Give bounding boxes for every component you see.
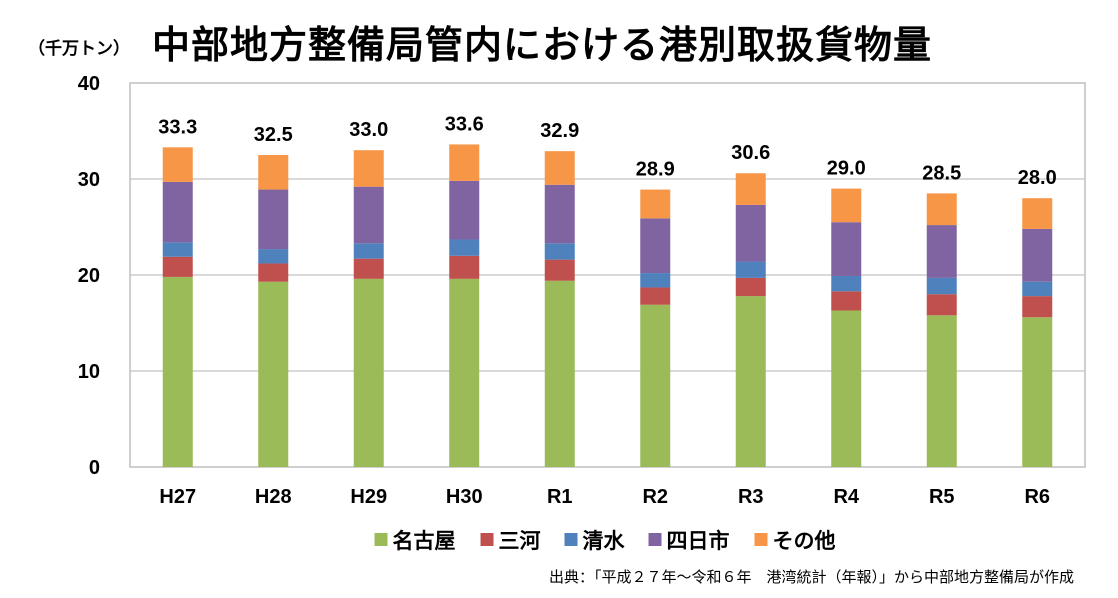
bar-segment-清水: [640, 273, 671, 288]
total-data-label: 33.6: [445, 113, 484, 135]
bar-segment-名古屋: [735, 296, 766, 467]
y-tick-label: 10: [78, 361, 100, 383]
bar-segment-四日市: [640, 218, 671, 274]
x-tick-label: R1: [547, 486, 573, 508]
bar-segment-三河: [449, 255, 480, 279]
y-tick-label: 30: [78, 169, 100, 191]
total-data-label: 28.9: [636, 159, 675, 181]
total-data-label: 28.5: [922, 162, 961, 184]
x-tick-label: H28: [255, 486, 292, 508]
bar-segment-名古屋: [544, 280, 575, 467]
bar-segment-清水: [735, 261, 766, 278]
bar-segment-その他: [449, 144, 480, 181]
x-tick-label: R4: [833, 486, 859, 508]
bar-segment-四日市: [926, 225, 957, 278]
bar-segment-その他: [258, 155, 289, 190]
x-tick-label: R3: [738, 486, 764, 508]
legend-label: 名古屋: [393, 529, 456, 553]
bar-segment-四日市: [162, 181, 193, 243]
bar-segment-名古屋: [831, 310, 862, 467]
x-tick-label: H29: [350, 486, 387, 508]
total-data-label: 33.3: [158, 116, 197, 138]
plot-area-border: [129, 82, 1086, 468]
bar-segment-四日市: [831, 222, 862, 276]
x-tick-label: R2: [642, 486, 668, 508]
bar-segment-三河: [831, 291, 862, 311]
bar-segment-清水: [926, 277, 957, 295]
y-tick-label: 20: [78, 265, 100, 287]
chart-title: 中部地方整備局管内における港別取扱貨物量: [152, 23, 933, 67]
bar-segment-その他: [640, 189, 671, 219]
x-tick-label: R5: [929, 486, 955, 508]
legend-swatch-三河: [480, 533, 494, 546]
bar-segment-その他: [1022, 198, 1053, 229]
y-tick-label: 40: [78, 73, 100, 95]
bar-segment-三河: [640, 287, 671, 305]
bar-segment-名古屋: [162, 276, 193, 467]
bar-segment-清水: [831, 275, 862, 292]
bar-segment-その他: [544, 151, 575, 185]
legend-label: 三河: [499, 530, 541, 553]
bar-segment-四日市: [258, 189, 289, 250]
y-axis-unit-label: （千万トン）: [28, 39, 130, 59]
x-tick-label: R6: [1024, 486, 1050, 508]
bar-segment-名古屋: [258, 281, 289, 467]
bar-segment-清水: [449, 239, 480, 256]
legend-swatch-その他: [754, 533, 768, 546]
bar-segment-名古屋: [353, 278, 384, 467]
y-tick-label: 0: [89, 457, 100, 479]
bar-segment-四日市: [353, 186, 384, 244]
bar-segment-三河: [258, 263, 289, 282]
bar-segment-三河: [162, 256, 193, 277]
x-tick-label: H27: [159, 486, 196, 508]
bar-segment-三河: [544, 259, 575, 281]
bar-segment-四日市: [1022, 228, 1053, 282]
x-tick-label: H30: [446, 486, 483, 508]
bar-segment-名古屋: [1022, 317, 1053, 467]
total-data-label: 32.9: [540, 120, 579, 142]
bar-segment-三河: [926, 294, 957, 316]
bar-segment-その他: [831, 188, 862, 223]
bar-segment-名古屋: [926, 315, 957, 467]
legend-label: その他: [773, 530, 836, 553]
bar-segment-三河: [1022, 296, 1053, 318]
bar-segment-四日市: [449, 180, 480, 240]
legend-label: 四日市: [667, 529, 730, 553]
bar-segment-清水: [162, 242, 193, 257]
legend-swatch-四日市: [648, 533, 662, 546]
bar-segment-名古屋: [449, 278, 480, 467]
total-data-label: 32.5: [254, 124, 293, 146]
bar-segment-四日市: [544, 184, 575, 244]
bar-segment-清水: [544, 243, 575, 260]
total-data-label: 29.0: [827, 158, 866, 180]
bar-segment-清水: [353, 243, 384, 259]
bar-segment-清水: [258, 249, 289, 264]
total-data-label: 33.0: [349, 119, 388, 141]
bar-segment-三河: [353, 258, 384, 279]
bar-segment-その他: [162, 147, 193, 182]
total-data-label: 30.6: [731, 142, 770, 164]
bar-segment-名古屋: [640, 304, 671, 467]
total-data-label: 28.0: [1018, 167, 1057, 189]
bar-segment-その他: [353, 150, 384, 187]
legend-swatch-名古屋: [374, 533, 388, 546]
bar-segment-清水: [1022, 281, 1053, 297]
bar-segment-三河: [735, 277, 766, 297]
bar-segment-その他: [735, 173, 766, 205]
source-note: 出典：「平成２７年～令和６年 港湾統計（年報）」から中部地方整備局が作成: [548, 568, 1074, 586]
legend-swatch-清水: [564, 533, 578, 546]
bar-segment-四日市: [735, 204, 766, 262]
legend-label: 清水: [583, 529, 626, 553]
bar-segment-その他: [926, 193, 957, 226]
